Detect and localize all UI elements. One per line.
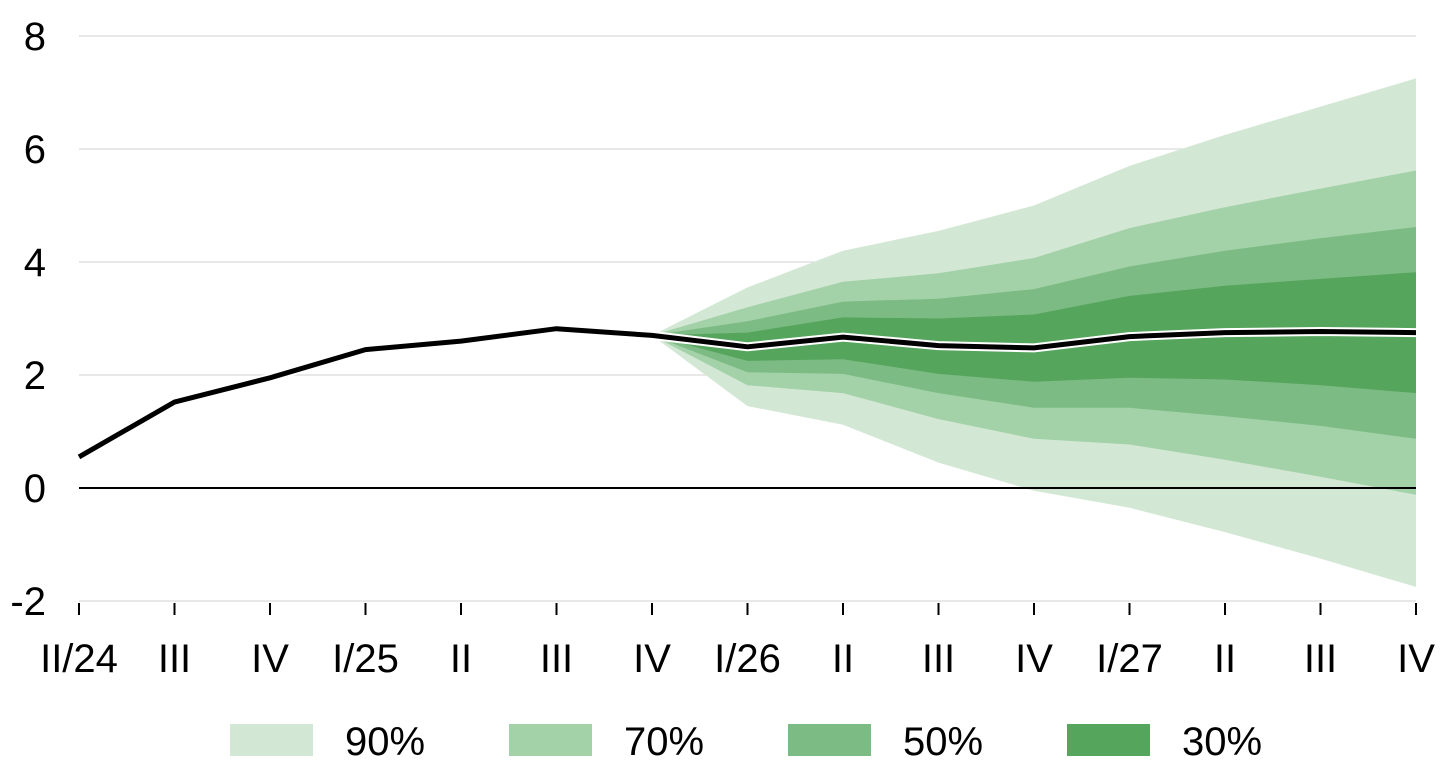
x-tick-label: IV xyxy=(251,637,289,681)
y-tick-label: 2 xyxy=(24,354,46,398)
x-tick-label: IV xyxy=(1397,637,1435,681)
legend-swatch xyxy=(1067,724,1150,756)
x-tick-label: III xyxy=(158,637,191,681)
confidence-bands xyxy=(652,78,1416,587)
legend-label: 70% xyxy=(624,720,704,764)
y-tick-label: 8 xyxy=(24,15,46,59)
x-tick-label: II/24 xyxy=(40,637,118,681)
x-tick-label: III xyxy=(540,637,573,681)
x-tick-label: II xyxy=(450,637,472,681)
legend-label: 90% xyxy=(345,720,425,764)
legend-label: 30% xyxy=(1182,720,1262,764)
y-tick-label: 6 xyxy=(24,128,46,172)
x-tick-label: IV xyxy=(1015,637,1053,681)
y-tick-label: 4 xyxy=(24,241,46,285)
x-tick-label: III xyxy=(1304,637,1337,681)
legend-swatch xyxy=(509,724,592,756)
band-30pct xyxy=(652,272,1416,394)
x-tick-label: I/25 xyxy=(332,637,399,681)
x-tick-label: I/26 xyxy=(714,637,781,681)
y-tick-label: 0 xyxy=(24,467,46,511)
y-tick-label: -2 xyxy=(10,580,46,624)
legend-label: 50% xyxy=(903,720,983,764)
legend-swatch xyxy=(230,724,313,756)
legend: 90% 70% 50% 30% xyxy=(230,720,1262,764)
x-tick-label: II xyxy=(1214,637,1236,681)
legend-swatch xyxy=(788,724,871,756)
x-tick-label: I/27 xyxy=(1096,637,1163,681)
x-tick-label: IV xyxy=(633,637,671,681)
x-tick-label: II xyxy=(832,637,854,681)
x-tick-label: III xyxy=(922,637,955,681)
projection-line xyxy=(76,324,1417,461)
